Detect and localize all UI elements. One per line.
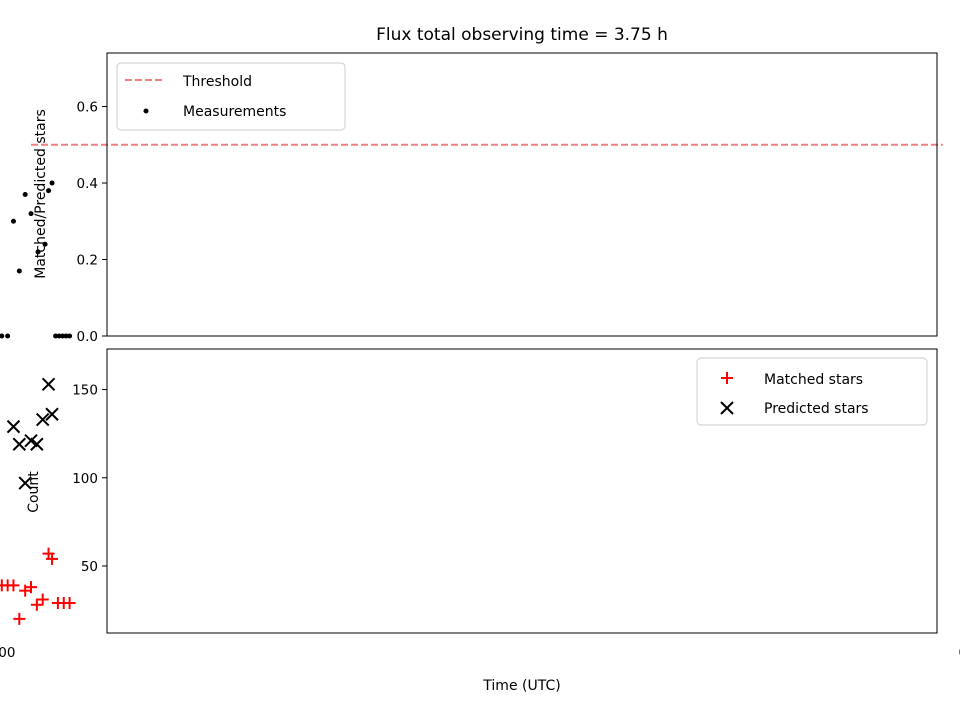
bottom-predicted-stars-point — [45, 407, 59, 421]
top-measurements-point — [42, 241, 48, 247]
bottom-axes-frame — [106, 348, 938, 634]
top-measurements-point — [60, 333, 66, 339]
bottom-matched-stars-point — [51, 597, 64, 610]
top-measurements-point — [35, 249, 41, 255]
cross-b — [6, 419, 21, 434]
top-y-axis-label: Matched/Predicted stars — [33, 109, 49, 279]
top-measurements-point — [22, 192, 28, 197]
top-measurements-point — [28, 211, 34, 217]
predicted-legend-swatch — [720, 401, 734, 415]
top-y-tick-label: 0.0 — [77, 329, 98, 345]
top-panel: Flux total observing time = 3.75 h Match… — [0, 25, 943, 345]
top-plot-area: 0.0 0.2 0.4 0.6 — [0, 52, 943, 345]
chart-title: Flux total observing time = 3.75 h — [376, 25, 668, 45]
bottom-panel: Count Time (UTC) 5010015022:0000:0002:00… — [0, 348, 960, 694]
top-legend-frame — [116, 62, 346, 131]
predicted-legend-label: Predicted stars — [764, 401, 869, 417]
measurements-legend-swatch — [143, 108, 149, 114]
top-measurements-point — [16, 268, 22, 274]
bottom-x-tick-label: 22:00 — [0, 645, 15, 661]
cross-b — [18, 476, 32, 490]
bottom-y-tick-label: 50 — [81, 559, 98, 575]
bottom-legend: Matched stars Predicted stars — [696, 357, 928, 426]
x-axis-label: Time (UTC) — [482, 678, 560, 694]
bottom-matched-stars-point — [0, 579, 8, 592]
top-measurements-point — [53, 333, 59, 339]
bottom-matched-stars-point — [42, 547, 55, 560]
cross-b — [30, 437, 44, 451]
cross-b — [12, 437, 27, 451]
top-measurements-point — [5, 333, 11, 339]
cross-b — [45, 407, 59, 421]
top-measurements-point — [0, 333, 5, 339]
bottom-matched-stars-point — [13, 612, 26, 625]
bottom-legend-frame — [696, 357, 928, 426]
threshold-legend-label: Threshold — [182, 74, 252, 90]
top-axes-frame — [106, 52, 938, 337]
bottom-y-tick-label: 150 — [72, 383, 98, 399]
matched-legend-label: Matched stars — [764, 372, 863, 388]
bottom-matched-stars-point — [19, 584, 32, 597]
bottom-y-tick-label: 100 — [72, 471, 98, 487]
matched-legend-swatch — [721, 372, 733, 384]
bottom-predicted-stars-point — [24, 434, 38, 448]
top-measurements-point — [56, 333, 62, 339]
top-measurements-point — [10, 218, 16, 224]
cross-b — [24, 434, 38, 448]
top-legend: Threshold Measurements — [116, 62, 346, 131]
top-measurements-point — [46, 188, 52, 194]
bottom-matched-stars-point — [30, 598, 43, 611]
bottom-predicted-stars-point — [35, 412, 50, 427]
bottom-predicted-stars-point — [12, 437, 27, 451]
bottom-predicted-stars-point — [18, 476, 32, 490]
top-y-tick-label: 0.2 — [77, 253, 98, 269]
cross-b — [41, 377, 56, 391]
top-measurements-point — [63, 333, 69, 339]
top-measurements-point — [49, 180, 55, 186]
top-measurements-point — [67, 333, 73, 339]
bottom-y-axis-label: Count — [26, 471, 42, 513]
top-y-tick-label: 0.6 — [77, 100, 98, 116]
top-y-tick-label: 0.4 — [77, 176, 98, 192]
bottom-matched-stars-point — [36, 593, 49, 606]
bottom-plot-area: 5010015022:0000:0002:0004:0006:0008:00 — [0, 348, 960, 661]
bottom-predicted-stars-point — [6, 419, 21, 434]
cross-b — [35, 412, 50, 427]
bottom-x-tick-label: 08:00 — [958, 645, 960, 661]
measurements-legend-label: Measurements — [183, 104, 286, 120]
bottom-predicted-stars-point — [41, 377, 56, 391]
